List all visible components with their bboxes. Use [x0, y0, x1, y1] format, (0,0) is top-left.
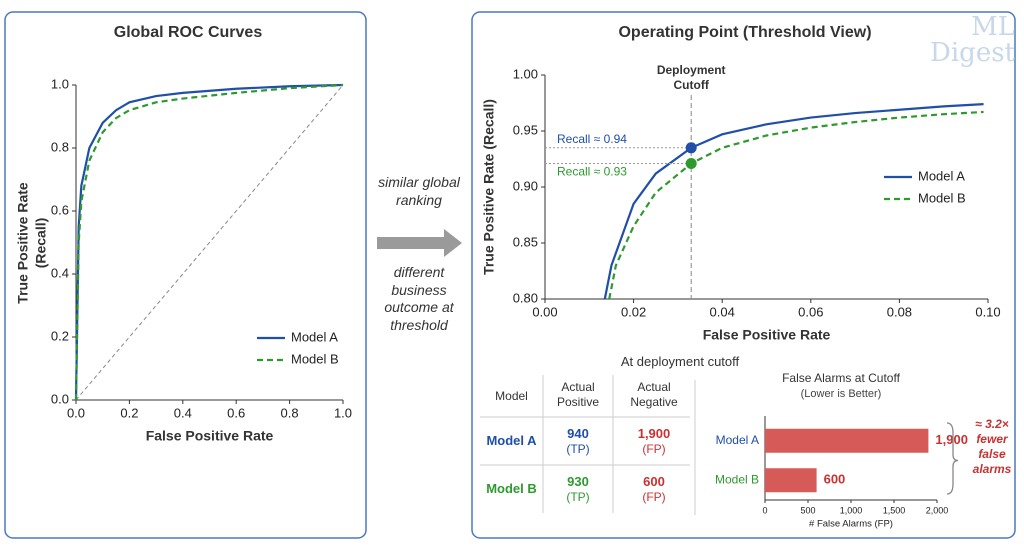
marker-label: Recall ≈ 0.93 — [557, 165, 627, 179]
middle-top: similar global ranking — [378, 174, 460, 208]
x-tick-label: 2,000 — [926, 505, 949, 515]
chart-subtitle: (Lower is Better) — [801, 388, 882, 400]
x-tick-label: 1,500 — [883, 505, 906, 515]
x-tick-label: 1,000 — [840, 505, 863, 515]
left-panel — [4, 11, 367, 539]
series-line — [74, 83, 344, 401]
x-axis-label: # False Alarms (FP) — [809, 519, 893, 530]
brace — [946, 422, 959, 495]
y-tick-label: 0.80 — [513, 290, 538, 305]
y-tick-label: 0.85 — [513, 234, 538, 249]
y-tick-label: 0.90 — [513, 178, 538, 193]
x-tick-label: 0.04 — [710, 304, 735, 319]
operating-point — [685, 142, 697, 154]
table-header: Model — [495, 389, 528, 403]
series-line — [608, 110, 984, 300]
positive-count: 940 — [567, 426, 589, 441]
annotation: ≈ 3.2× fewer false alarms — [972, 417, 1012, 476]
middle-bottom: different business outcome at threshold — [384, 264, 454, 333]
negative-tag: (FP) — [642, 490, 666, 504]
right-panel — [471, 11, 1016, 539]
legend-label: Model B — [291, 351, 339, 366]
x-tick-label: 0.02 — [621, 304, 646, 319]
x-tick-label: 0.2 — [120, 405, 138, 420]
positive-count: 930 — [567, 474, 589, 489]
series-line — [603, 103, 984, 300]
x-tick-label: 0.8 — [281, 405, 299, 420]
reference-diagonal — [75, 84, 344, 401]
x-tick-label: 0.08 — [887, 304, 912, 319]
x-tick-label: 0.6 — [227, 405, 245, 420]
table-header: Actual Positive — [556, 380, 600, 409]
y-tick-label: 0.8 — [51, 139, 69, 154]
x-tick-label: 0.4 — [174, 405, 192, 420]
y-axis-label: True Positive Rate (Recall) — [14, 181, 49, 304]
marker-label: Recall ≈ 0.94 — [557, 132, 627, 146]
x-axis-label: False Positive Rate — [703, 327, 831, 343]
y-axis-label: True Positive Rate (Recall) — [480, 99, 497, 275]
table-title: At deployment cutoff — [620, 354, 740, 369]
bar — [765, 428, 929, 453]
bar — [765, 468, 817, 493]
value-label: 600 — [824, 472, 846, 487]
series-line — [74, 83, 344, 401]
arrow — [377, 229, 462, 257]
watermark: ML Digest — [930, 12, 1015, 68]
model-name: Model A — [486, 433, 537, 448]
category-label: Model B — [715, 472, 759, 486]
value-label: 1,900 — [935, 432, 968, 447]
y-tick-label: 1.0 — [51, 76, 69, 91]
chart-title: False Alarms at Cutoff — [782, 371, 900, 385]
x-tick-label: 500 — [800, 505, 815, 515]
category-label: Model A — [716, 433, 759, 447]
cutoff-label: Deployment Cutoff — [656, 63, 726, 92]
y-tick-label: 0.95 — [513, 122, 538, 137]
x-tick-label: 0 — [762, 505, 767, 515]
legend-label: Model A — [918, 168, 965, 183]
positive-tag: (TP) — [566, 490, 590, 504]
negative-count: 600 — [643, 474, 665, 489]
x-tick-label: 0.00 — [532, 304, 557, 319]
table-header: Actual Negative — [630, 380, 678, 409]
model-name: Model B — [486, 481, 537, 496]
operating-point — [685, 157, 697, 169]
x-tick-label: 0.06 — [798, 304, 823, 319]
x-tick-label: 0.0 — [67, 405, 85, 420]
chart-title: Operating Point (Threshold View) — [618, 24, 871, 41]
positive-tag: (TP) — [566, 442, 590, 456]
y-tick-label: 0.4 — [51, 265, 69, 280]
y-tick-label: 1.00 — [513, 66, 538, 81]
x-tick-label: 0.10 — [975, 304, 1000, 319]
x-axis-label: False Positive Rate — [146, 428, 274, 444]
x-tick-label: 1.0 — [334, 405, 352, 420]
y-tick-label: 0.2 — [51, 328, 69, 343]
negative-tag: (FP) — [642, 442, 666, 456]
legend-label: Model A — [291, 329, 338, 344]
chart-title: Global ROC Curves — [114, 24, 263, 41]
negative-count: 1,900 — [637, 426, 671, 441]
legend-label: Model B — [918, 190, 966, 205]
y-tick-label: 0.0 — [51, 391, 69, 406]
y-tick-label: 0.6 — [51, 202, 69, 217]
